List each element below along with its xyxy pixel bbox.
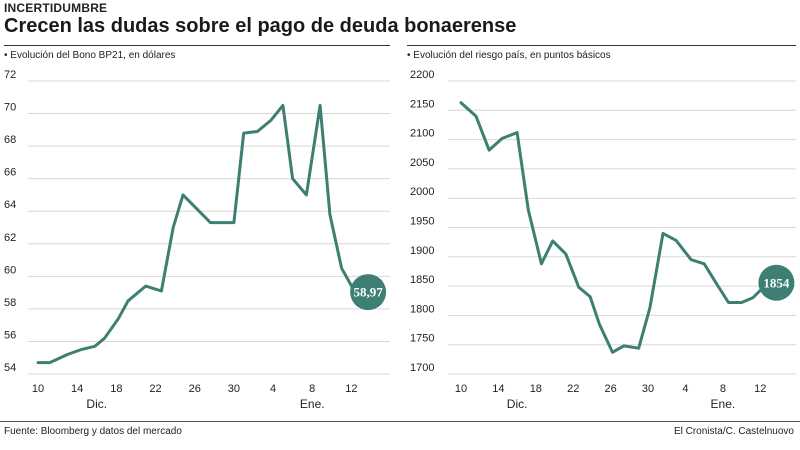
riesgo-x-tick-label: 14: [492, 383, 504, 395]
riesgo-y-tick-label: 1700: [410, 362, 434, 374]
bono-x-tick-label: 22: [149, 383, 161, 395]
bono-y-tick-label: 68: [4, 134, 16, 146]
bono-x-tick-label: 14: [71, 383, 83, 395]
riesgo-x-tick-label: 26: [605, 383, 617, 395]
riesgo-y-tick-label: 2000: [410, 186, 434, 198]
bono-y-tick-label: 60: [4, 264, 16, 276]
bono-x-tick-label: 12: [345, 383, 357, 395]
source-note: Fuente: Bloomberg y datos del mercado: [4, 426, 182, 437]
bono-month-label: Dic.: [86, 397, 107, 411]
riesgo-y-tick-label: 2050: [410, 157, 434, 169]
riesgo-x-tick-label: 4: [682, 383, 688, 395]
bono-y-tick-label: 72: [4, 69, 16, 81]
page-title: Crecen las dudas sobre el pago de deuda …: [4, 15, 517, 37]
riesgo-x-tick-label: 10: [455, 383, 467, 395]
bono-x-tick-label: 18: [110, 383, 122, 395]
riesgo-y-tick-label: 2200: [410, 69, 434, 81]
riesgo-month-label: Ene.: [711, 397, 736, 411]
bono-y-tick-label: 62: [4, 232, 16, 244]
riesgo-month-label: Dic.: [507, 397, 528, 411]
riesgo-y-tick-label: 1950: [410, 216, 434, 228]
bono-y-tick-label: 64: [4, 199, 16, 211]
bono-series-line: [36, 103, 367, 365]
bono-x-tick-label: 26: [189, 383, 201, 395]
riesgo-series-line: [459, 101, 775, 354]
riesgo-end-value-label: 1854: [763, 275, 790, 290]
riesgo-y-tick-label: 2100: [410, 128, 434, 140]
riesgo-y-tick-label: 1750: [410, 333, 434, 345]
bono-y-tick-label: 66: [4, 167, 16, 179]
footer-rule: [0, 421, 800, 422]
riesgo-y-tick-label: 2150: [410, 98, 434, 110]
riesgo-x-tick-label: 18: [530, 383, 542, 395]
riesgo-x-tick-label: 12: [754, 383, 766, 395]
riesgo-y-tick-label: 1900: [410, 245, 434, 257]
bono-x-tick-label: 10: [32, 383, 44, 395]
riesgo-x-tick-label: 8: [720, 383, 726, 395]
riesgo-end-badge: [758, 264, 795, 301]
bono-end-badge: [350, 274, 387, 311]
kicker: INCERTIDUMBRE: [4, 1, 108, 15]
bono-y-tick-label: 70: [4, 102, 16, 114]
bono-y-tick-label: 56: [4, 329, 16, 341]
bono-month-label: Ene.: [300, 397, 325, 411]
bono-x-tick-label: 30: [228, 383, 240, 395]
left-chart-title: • Evolución del Bono BP21, en dólares: [4, 50, 176, 61]
credit-note: El Cronista/C. Castelnuovo: [673, 426, 794, 437]
bono-x-tick-label: 4: [270, 383, 276, 395]
left-chart-top-rule: [4, 45, 390, 46]
bono-y-tick-label: 54: [4, 362, 16, 374]
riesgo-x-tick-label: 30: [642, 383, 654, 395]
right-chart-title: • Evolución del riesgo país, en puntos b…: [407, 50, 611, 61]
bono-y-tick-label: 58: [4, 297, 16, 309]
bono-end-value-label: 58,97: [353, 285, 383, 300]
riesgo-y-tick-label: 1800: [410, 303, 434, 315]
riesgo-y-tick-label: 1850: [410, 274, 434, 286]
bono-x-tick-label: 8: [309, 383, 315, 395]
riesgo-x-tick-label: 22: [567, 383, 579, 395]
right-chart-top-rule: [407, 45, 796, 46]
